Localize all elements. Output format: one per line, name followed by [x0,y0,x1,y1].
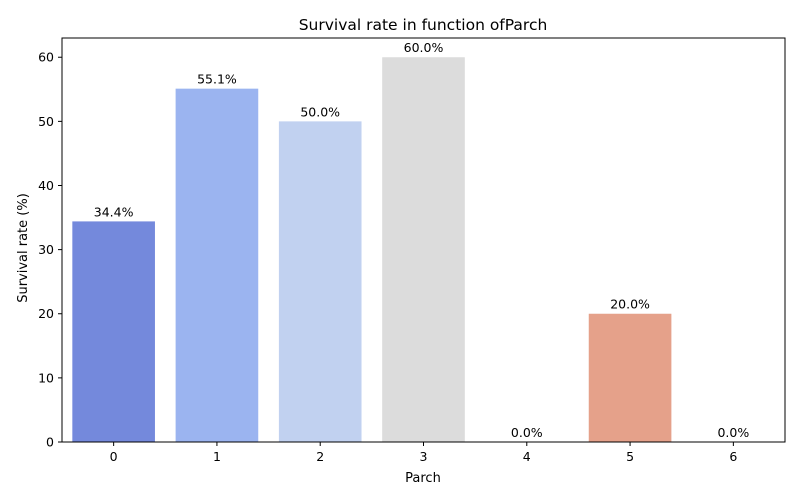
bar-parch-3 [382,57,465,442]
y-tick-label: 0 [46,435,54,450]
x-tick-label: 3 [420,449,428,464]
bar-parch-5 [588,313,672,442]
data-label-parch-6: 0.0% [717,425,749,440]
x-tick-label: 2 [316,449,324,464]
y-axis: 0 10 20 30 40 50 60 [38,50,62,450]
data-label-parch-0: 34.4% [94,204,134,219]
y-tick-label: 30 [38,242,54,257]
x-tick-label: 6 [729,449,737,464]
plot-frame [61,37,786,443]
x-tick-label: 0 [110,449,118,464]
y-tick-label: 40 [38,178,54,193]
y-tick-label: 50 [38,114,54,129]
data-label-parch-4: 0.0% [511,425,543,440]
data-label-parch-5: 20.0% [610,297,650,312]
x-tick-label: 5 [626,449,634,464]
chart-title: Survival rate in function ofParch [299,16,548,34]
data-label-parch-1: 55.1% [197,72,237,87]
y-tick-label: 10 [38,370,54,385]
y-tick-label: 60 [38,50,54,65]
bar-parch-1 [175,88,259,443]
data-label-parch-2: 50.0% [300,104,340,119]
data-label-parch-3: 60.0% [404,40,444,55]
x-axis-label: Parch [405,471,441,486]
x-tick-label: 1 [213,449,221,464]
x-axis: 0 1 2 3 4 5 6 [110,442,737,464]
y-axis-label: Survival rate (%) [16,193,31,303]
bar-parch-2 [278,121,362,442]
x-tick-label: 4 [523,449,531,464]
bars-layer [72,57,672,443]
data-labels-layer: 34.4% 55.1% 50.0% 60.0% 0.0% 20.0% 0.0% [94,40,750,440]
bar-parch-0 [72,221,155,442]
y-tick-label: 20 [38,306,54,321]
